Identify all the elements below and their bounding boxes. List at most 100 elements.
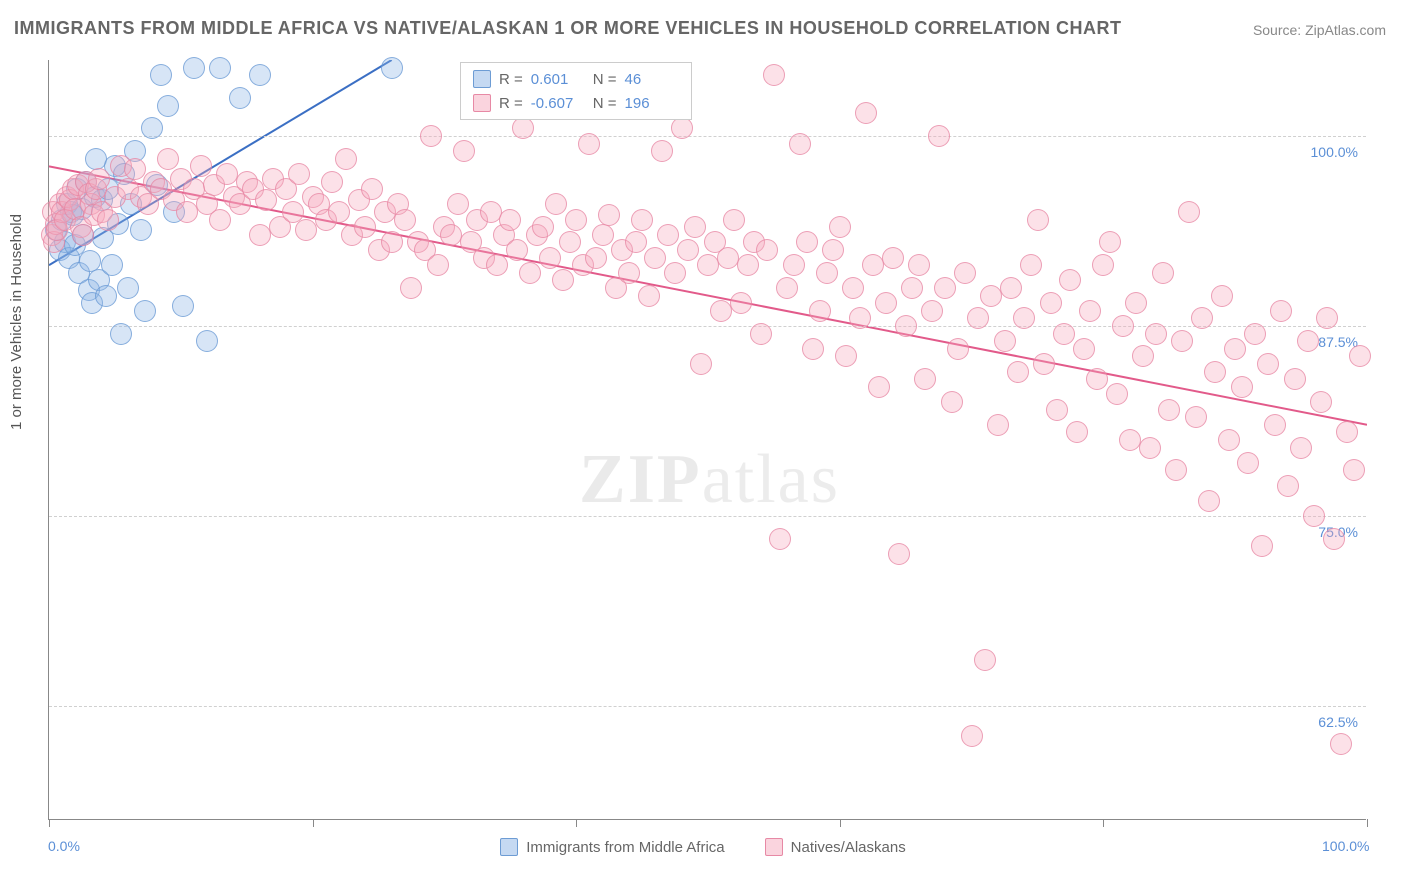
data-point <box>453 140 475 162</box>
x-tick-label: 0.0% <box>48 838 80 854</box>
data-point <box>875 292 897 314</box>
data-point <box>842 277 864 299</box>
data-point <box>134 300 156 322</box>
data-point <box>987 414 1009 436</box>
data-point <box>1297 330 1319 352</box>
data-point <box>618 262 640 284</box>
data-point <box>1000 277 1022 299</box>
x-tick <box>49 819 50 827</box>
legend-item: Immigrants from Middle Africa <box>500 838 724 856</box>
data-point <box>1343 459 1365 481</box>
data-point <box>934 277 956 299</box>
data-point <box>519 262 541 284</box>
data-point <box>1237 452 1259 474</box>
gridline <box>49 136 1366 137</box>
data-point <box>400 277 422 299</box>
data-point <box>394 209 416 231</box>
data-point <box>829 216 851 238</box>
data-point <box>802 338 824 360</box>
data-point <box>1079 300 1101 322</box>
n-value: 46 <box>625 71 679 88</box>
data-point <box>684 216 706 238</box>
data-point <box>822 239 844 261</box>
y-axis-title: 1 or more Vehicles in Household <box>8 214 25 430</box>
data-point <box>862 254 884 276</box>
data-point <box>1007 361 1029 383</box>
data-point <box>796 231 818 253</box>
data-point <box>671 117 693 139</box>
data-point <box>545 193 567 215</box>
data-point <box>1198 490 1220 512</box>
data-point <box>1251 535 1273 557</box>
data-point <box>552 269 574 291</box>
data-point <box>288 163 310 185</box>
data-point <box>1092 254 1114 276</box>
data-point <box>1218 429 1240 451</box>
data-point <box>763 64 785 86</box>
data-point <box>150 64 172 86</box>
n-label: N = <box>593 95 617 112</box>
data-point <box>1257 353 1279 375</box>
x-tick <box>313 819 314 827</box>
data-point <box>1040 292 1062 314</box>
data-point <box>381 57 403 79</box>
data-point <box>954 262 976 284</box>
data-point <box>756 239 778 261</box>
data-point <box>1066 421 1088 443</box>
data-point <box>216 163 238 185</box>
data-point <box>697 254 719 276</box>
data-point <box>677 239 699 261</box>
data-point <box>1330 733 1352 755</box>
data-point <box>1264 414 1286 436</box>
r-label: R = <box>499 95 523 112</box>
data-point <box>420 125 442 147</box>
r-value: -0.607 <box>531 95 585 112</box>
data-point <box>882 247 904 269</box>
data-point <box>328 201 350 223</box>
data-point <box>1165 459 1187 481</box>
watermark: ZIPatlas <box>579 440 840 520</box>
data-point <box>1185 406 1207 428</box>
data-point <box>1059 269 1081 291</box>
data-point <box>868 376 890 398</box>
legend-swatch <box>473 70 491 88</box>
data-point <box>1020 254 1042 276</box>
data-point <box>980 285 1002 307</box>
x-tick <box>1103 819 1104 827</box>
gridline <box>49 516 1366 517</box>
legend-row: R =0.601N =46 <box>473 67 679 91</box>
data-point <box>1310 391 1332 413</box>
data-point <box>1204 361 1226 383</box>
data-point <box>783 254 805 276</box>
data-point <box>1284 368 1306 390</box>
data-point <box>1139 437 1161 459</box>
data-point <box>1211 285 1233 307</box>
data-point <box>974 649 996 671</box>
data-point <box>1145 323 1167 345</box>
data-point <box>255 189 277 211</box>
data-point <box>598 204 620 226</box>
data-point <box>723 209 745 231</box>
data-point <box>249 224 271 246</box>
y-tick-label: 100.0% <box>1311 144 1358 160</box>
data-point <box>625 231 647 253</box>
data-point <box>631 209 653 231</box>
data-point <box>578 133 600 155</box>
correlation-legend: R =0.601N =46 R = -0.607 N = 196 <box>460 62 692 120</box>
data-point <box>335 148 357 170</box>
data-point <box>644 247 666 269</box>
data-point <box>816 262 838 284</box>
series-legend: Immigrants from Middle Africa Natives/Ala… <box>0 838 1406 856</box>
n-value: 196 <box>625 95 679 112</box>
data-point <box>1158 399 1180 421</box>
data-point <box>512 117 534 139</box>
y-tick-label: 62.5% <box>1318 714 1358 730</box>
data-point <box>1033 353 1055 375</box>
data-point <box>88 168 110 190</box>
data-point <box>539 247 561 269</box>
data-point <box>209 209 231 231</box>
gridline <box>49 706 1366 707</box>
data-point <box>172 295 194 317</box>
data-point <box>295 219 317 241</box>
legend-item: Natives/Alaskans <box>765 838 906 856</box>
